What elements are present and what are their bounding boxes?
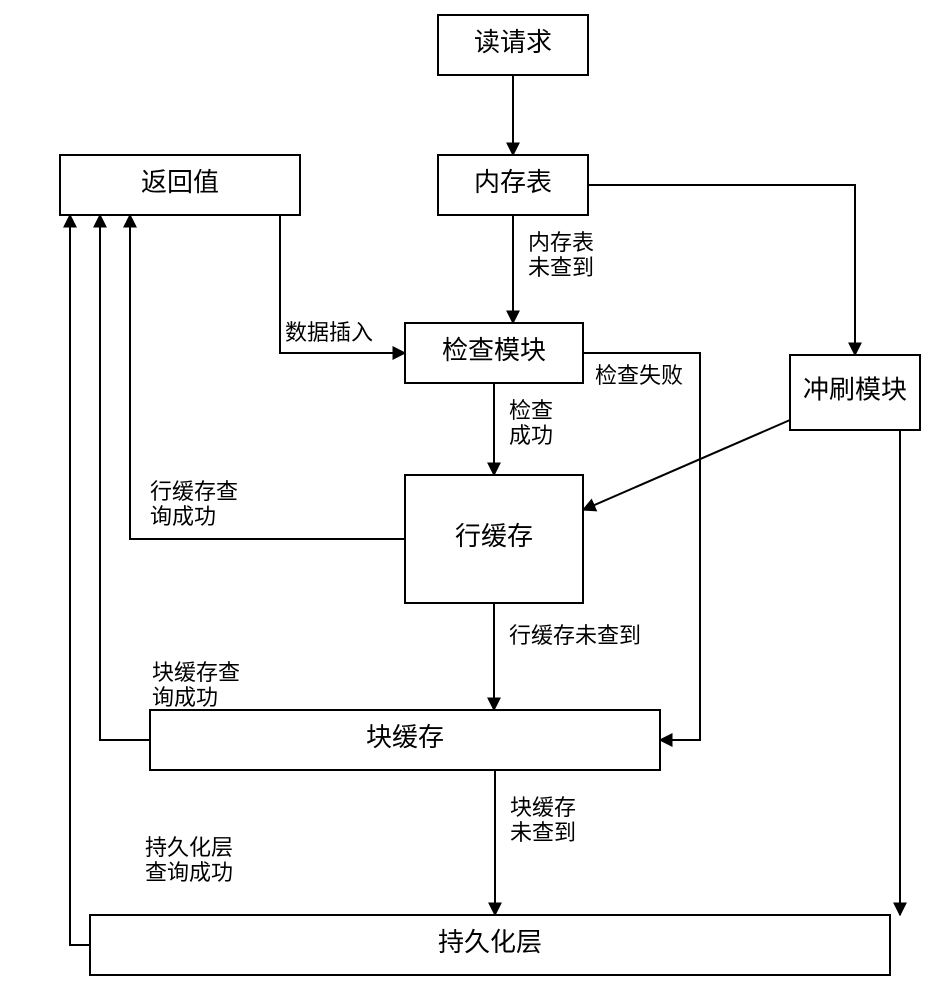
edge-label-block_miss_l2: 未查到 xyxy=(510,820,576,845)
edge-label-persist_hit_l2: 查询成功 xyxy=(145,860,233,885)
edge-label-block_hit_l1: 块缓存查 xyxy=(152,660,240,685)
edge-label-row_hit_l1: 行缓存查 xyxy=(150,479,238,504)
check_module-label: 检查模块 xyxy=(442,336,546,365)
read_request-label: 读请求 xyxy=(474,28,552,57)
edge-label-mem_miss_l1: 内存表 xyxy=(528,230,594,255)
block_cache-label: 块缓存 xyxy=(366,723,444,752)
edge-block-to-return xyxy=(100,215,150,740)
edge-mem-to-flush xyxy=(588,185,855,355)
edge-label-data_insert: 数据插入 xyxy=(285,320,373,345)
mem_table-label: 内存表 xyxy=(474,168,552,197)
edge-label-block_hit_l2: 询成功 xyxy=(152,685,218,710)
edge-check-to-block xyxy=(583,353,700,740)
flowchart-canvas: 读请求返回值内存表检查模块冲刷模块行缓存块缓存持久化层 内存表未查到检查成功检查… xyxy=(0,0,941,1000)
persist_layer-label: 持久化层 xyxy=(438,928,542,957)
edge-label-row_miss: 行缓存未查到 xyxy=(509,623,641,648)
edge-label-mem_miss_l2: 未查到 xyxy=(528,255,594,280)
return_value-label: 返回值 xyxy=(141,168,219,197)
row_cache-label: 行缓存 xyxy=(455,522,533,551)
edge-label-row_hit_l2: 询成功 xyxy=(150,504,216,529)
edge-label-check_ok_l2: 成功 xyxy=(509,423,553,448)
edge-flush-to-row xyxy=(583,420,790,510)
edge-label-block_miss_l1: 块缓存 xyxy=(510,795,576,820)
edge-label-check_ok_l1: 检查 xyxy=(509,398,553,423)
edge-label-check_fail: 检查失败 xyxy=(595,363,683,388)
edge-label-persist_hit_l1: 持久化层 xyxy=(145,835,233,860)
edge-persist-to-return xyxy=(70,215,90,945)
flush_module-label: 冲刷模块 xyxy=(803,375,907,404)
